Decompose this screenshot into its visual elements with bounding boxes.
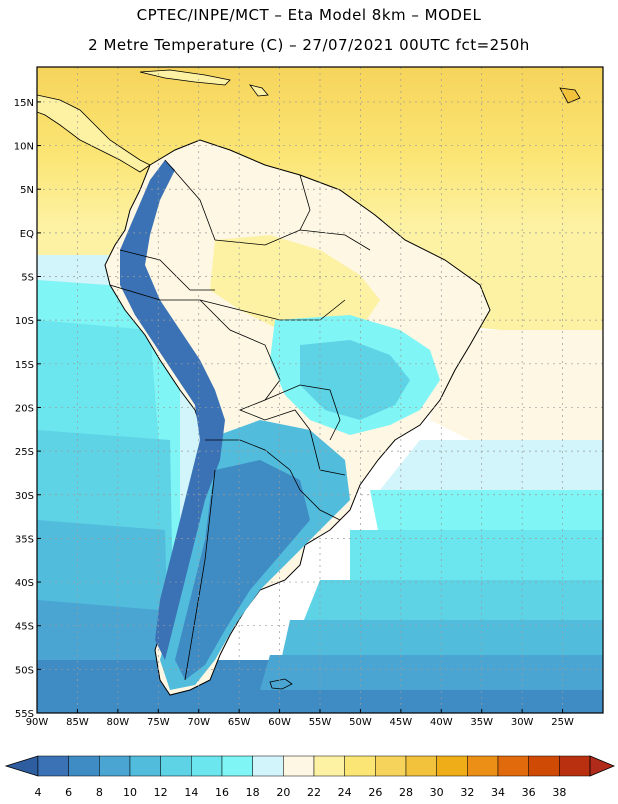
lon-tick-label: 70W: [187, 717, 210, 728]
lat-tick-label: 50S: [15, 665, 34, 676]
lon-tick-label: 25W: [551, 717, 574, 728]
greater-antilles: [139, 69, 231, 86]
colorbar-tick-label: 24: [338, 786, 352, 799]
colorbar-labels: 4 6 8 10 12 14 16 18 20 22 24 26 28 30 32 34 36 38: [35, 786, 567, 799]
colorbar-swatch: [405, 755, 437, 777]
ocean-band-18-east: [370, 490, 603, 540]
colorbar-tick-label: 34: [491, 786, 505, 799]
lat-tick-label: 10N: [14, 142, 34, 153]
lat-tick-label: 30S: [15, 491, 34, 502]
colorbar-swatch: [497, 755, 529, 777]
colorbar-swatch: [436, 755, 468, 777]
colorbar-tick-label: 26: [368, 786, 382, 799]
graticule: [37, 67, 603, 713]
colorbar-tick-label: 8: [96, 786, 103, 799]
ocean-band-16-east: [350, 530, 603, 590]
lat-tick-label: 45S: [15, 622, 34, 633]
lon-tick-label: 65W: [228, 717, 251, 728]
colorbar-tick-label: 32: [460, 786, 474, 799]
lat-tick-label: 15N: [14, 98, 34, 109]
colorbar-tick-label: 22: [307, 786, 321, 799]
lon-tick-label: 55W: [309, 717, 332, 728]
country-borders: [109, 159, 371, 681]
colorbar-swatch: [283, 755, 315, 777]
lat-tick-label: 15S: [15, 360, 34, 371]
colorbar-swatch: [68, 755, 100, 777]
colorbar-tick-label: 16: [215, 786, 229, 799]
colorbar-swatch: [99, 755, 131, 777]
colorbar-tick-label: 36: [522, 786, 536, 799]
lat-tick-label: 25S: [15, 447, 34, 458]
longitude-labels: 90W 85W 80W 75W 70W 65W 60W 55W 50W 45W 40W 35W 30W 2…: [26, 709, 574, 728]
lon-tick-label: 45W: [390, 717, 413, 728]
lon-tick-label: 90W: [26, 717, 49, 728]
colorbar-swatch: [191, 755, 223, 777]
lat-tick-label: 20S: [15, 403, 34, 414]
lat-tick-label: 55S: [15, 709, 34, 720]
colorbar-swatch: [467, 755, 499, 777]
map-title: CPTEC/INPE/MCT – Eta Model 8km – MODEL: [136, 6, 482, 24]
colorbar-tick-label: 30: [430, 786, 444, 799]
colorbar-under-arrow: [4, 755, 39, 777]
colorbar-swatch: [160, 755, 192, 777]
ocean-band-10-east: [260, 655, 603, 690]
colorbar-tick-label: 4: [35, 786, 42, 799]
colorbar-swatch: [344, 755, 376, 777]
andes-cold-ridge: [120, 160, 225, 660]
colorbar-tick-label: 18: [246, 786, 260, 799]
falkland-islands: [269, 678, 293, 690]
lon-tick-label: 40W: [430, 717, 453, 728]
colorbar-tick-label: 6: [65, 786, 72, 799]
lon-tick-label: 50W: [349, 717, 372, 728]
lon-tick-label: 60W: [268, 717, 291, 728]
colorbar-tick-label: 12: [154, 786, 168, 799]
colorbar-tick-label: 28: [399, 786, 413, 799]
lat-tick-label: 10S: [15, 316, 34, 327]
colorbar-swatch: [528, 755, 560, 777]
colorbar-swatch: [375, 755, 407, 777]
colorbar: [4, 755, 616, 777]
colorbar-tick-label: 14: [184, 786, 198, 799]
lon-tick-label: 35W: [470, 717, 493, 728]
lon-tick-label: 30W: [511, 717, 534, 728]
lesser-antilles: [249, 84, 269, 97]
colorbar-swatch: [313, 755, 345, 777]
colorbar-tick-label: 20: [276, 786, 290, 799]
colorbar-over-arrow: [589, 755, 616, 777]
ocean-band-22-east: [430, 330, 603, 440]
colorbar-tick-label: 38: [552, 786, 566, 799]
lat-tick-label: 5N: [20, 185, 34, 196]
lat-tick-label: 35S: [15, 534, 34, 545]
atlantic-island: [559, 87, 581, 104]
colorbar-swatch: [221, 755, 253, 777]
lat-tick-label: EQ: [20, 229, 34, 240]
colorbar-swatch: [252, 755, 284, 777]
lat-tick-label: 40S: [15, 578, 34, 589]
latitude-labels: 15N 10N 5N EQ 5S 10S 15S 20S 25S 30S 35S 40S 45S 50S 5…: [14, 98, 41, 720]
brazil-central-cool: [300, 340, 410, 420]
colorbar-swatch: [129, 755, 161, 777]
lon-tick-label: 80W: [107, 717, 130, 728]
map-subtitle: 2 Metre Temperature (C) – 27/07/2021 00U…: [88, 36, 530, 54]
colorbar-swatch: [37, 755, 69, 777]
patagonia-region: [175, 460, 310, 680]
lat-tick-label: 5S: [21, 273, 34, 284]
central-america: [37, 94, 151, 173]
ocean-band-20-east: [380, 440, 603, 500]
lon-tick-label: 85W: [66, 717, 89, 728]
colorbar-tick-label: 10: [123, 786, 137, 799]
ocean-band-14-east: [300, 580, 603, 630]
colorbar-swatch: [559, 755, 591, 777]
amazon-warm-region: [210, 235, 380, 340]
lon-tick-label: 75W: [147, 717, 170, 728]
map-panel: [37, 67, 603, 713]
